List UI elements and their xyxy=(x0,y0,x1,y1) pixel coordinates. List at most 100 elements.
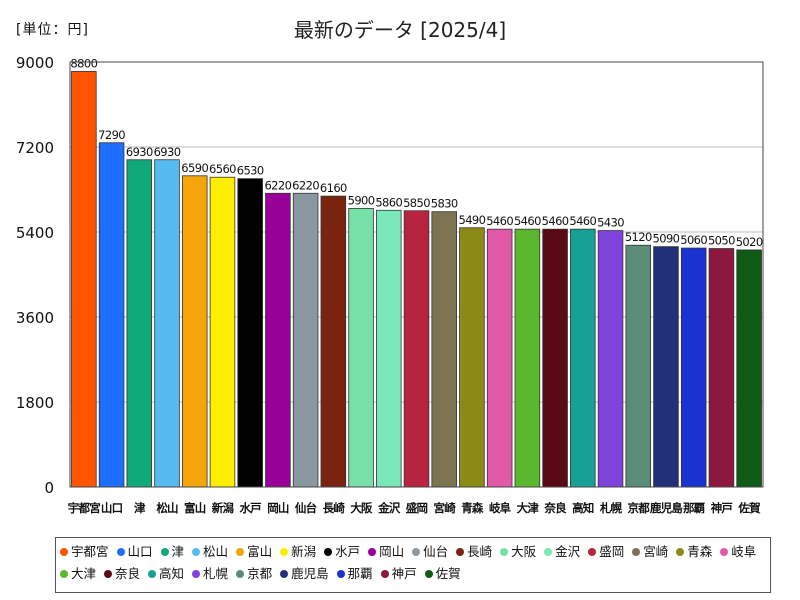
data-label: 5120 xyxy=(625,230,652,244)
data-label: 6220 xyxy=(264,178,291,192)
x-tick-label: 宇都宮 xyxy=(68,501,100,515)
plot-frame xyxy=(69,61,764,488)
legend-swatch xyxy=(192,547,201,556)
legend-swatch xyxy=(500,547,509,556)
x-tick-label: 松山 xyxy=(156,501,178,515)
legend-swatch xyxy=(60,569,68,578)
legend-item: 山口 xyxy=(116,541,153,563)
x-tick-label: 大津 xyxy=(517,501,540,515)
data-label: 5460 xyxy=(542,214,569,228)
bar xyxy=(292,192,319,488)
data-label: 5850 xyxy=(403,196,430,210)
legend-item: 青森 xyxy=(676,541,712,563)
data-label: 6930 xyxy=(154,145,181,159)
bar xyxy=(320,195,347,488)
legend-item: 鹿児島 xyxy=(280,563,329,585)
data-label: 5830 xyxy=(431,197,458,211)
legend-item: 京都 xyxy=(236,563,272,585)
bar xyxy=(209,176,236,488)
legend-swatch xyxy=(368,547,377,556)
legend-item: 盛岡 xyxy=(588,541,624,563)
data-label: 5900 xyxy=(348,193,375,207)
legend-label: 新潟 xyxy=(291,544,317,559)
x-tick-label: 新潟 xyxy=(212,501,235,515)
legend-label: 仙台 xyxy=(423,544,449,559)
legend-label: 青森 xyxy=(687,544,713,559)
x-tick-label: 京都 xyxy=(628,501,651,515)
x-tick-label: 盛岡 xyxy=(406,501,428,515)
legend-swatch xyxy=(456,547,465,556)
legend-label: 岐阜 xyxy=(731,544,757,559)
data-label: 5020 xyxy=(736,235,763,249)
legend-item: 那覇 xyxy=(336,563,373,585)
legend-label: 札幌 xyxy=(203,566,229,581)
y-tick-label: 1800 xyxy=(16,394,54,412)
legend-item: 長崎 xyxy=(456,541,492,563)
data-label: 5060 xyxy=(680,233,707,247)
bar xyxy=(348,207,374,488)
bar xyxy=(542,228,568,488)
legend-label: 鹿児島 xyxy=(291,566,329,581)
legend-swatch xyxy=(148,569,157,578)
legend-label: 長崎 xyxy=(467,544,493,559)
x-tick-label: 奈良 xyxy=(543,501,567,515)
data-label: 6590 xyxy=(181,161,208,175)
legend-swatch xyxy=(280,569,289,578)
data-label: 5430 xyxy=(597,216,624,230)
x-tick-label: 高知 xyxy=(572,501,594,515)
legend-item: 新潟 xyxy=(280,541,316,563)
legend-label: 富山 xyxy=(247,544,273,559)
legend-item: 富山 xyxy=(236,541,272,563)
x-tick-label: 山口 xyxy=(101,501,123,515)
data-label: 6160 xyxy=(320,181,347,195)
legend-label: 水戸 xyxy=(335,544,361,559)
legend-item: 札幌 xyxy=(192,563,228,585)
x-tick-label: 青森 xyxy=(461,501,484,515)
legend-label: 宮崎 xyxy=(643,544,669,559)
x-tick-label: 水戸 xyxy=(239,501,261,515)
bar xyxy=(597,230,624,488)
legend-item: 高知 xyxy=(148,563,184,585)
legend-label: 大阪 xyxy=(511,544,537,559)
legend-item: 水戸 xyxy=(324,541,360,563)
bar xyxy=(653,246,679,488)
legend-label: 大津 xyxy=(71,566,97,581)
bar xyxy=(570,228,596,488)
x-tick-label: 佐賀 xyxy=(737,501,761,515)
bar xyxy=(98,142,125,488)
legend-item: 神戸 xyxy=(380,563,417,585)
legend-label: 宇都宮 xyxy=(71,544,109,559)
legend-swatch xyxy=(104,569,113,578)
legend-item: 岐阜 xyxy=(720,541,756,563)
data-label: 5090 xyxy=(653,232,680,246)
legend-label: 岡山 xyxy=(379,544,405,559)
legend-label: 山口 xyxy=(127,544,153,559)
x-tick-label: 鹿児島 xyxy=(650,501,683,515)
legend-item: 津 xyxy=(160,541,185,563)
x-tick-label: 津 xyxy=(134,501,146,515)
x-tick-label: 仙台 xyxy=(295,501,317,515)
legend-swatch xyxy=(720,547,729,556)
x-tick-label: 宮崎 xyxy=(434,501,457,515)
bar xyxy=(237,178,263,488)
x-tick-label: 金沢 xyxy=(377,501,401,515)
bar xyxy=(376,209,402,488)
legend-item: 仙台 xyxy=(412,541,448,563)
legend-swatch xyxy=(336,569,345,578)
y-tick-label: 5400 xyxy=(16,224,54,242)
bar-chart: 0 1800 3600 5400 7200 9000 8800 宇都宮 7290 山口 6930 津 6… xyxy=(16,54,764,515)
legend-swatch xyxy=(160,547,169,556)
data-label: 6530 xyxy=(237,164,264,178)
x-tick-label: 富山 xyxy=(184,501,206,515)
legend: 宇都宮 山口 津 松山 富山 新潟 水戸 岡山 仙台 長崎 大阪 金沢 盛岡 宮崎 青森 岐阜大津 奈良 高知 札幌… xyxy=(55,537,771,593)
bar xyxy=(486,228,513,488)
legend-swatch xyxy=(236,547,245,556)
unit-label: [単位：円] xyxy=(16,22,89,38)
legend-label: 津 xyxy=(171,544,185,559)
bar xyxy=(403,210,430,488)
bar xyxy=(680,247,707,488)
x-tick-label: 大阪 xyxy=(350,501,373,515)
data-label: 5860 xyxy=(375,195,402,209)
data-label: 5490 xyxy=(459,213,486,227)
legend-item: 松山 xyxy=(192,541,228,563)
